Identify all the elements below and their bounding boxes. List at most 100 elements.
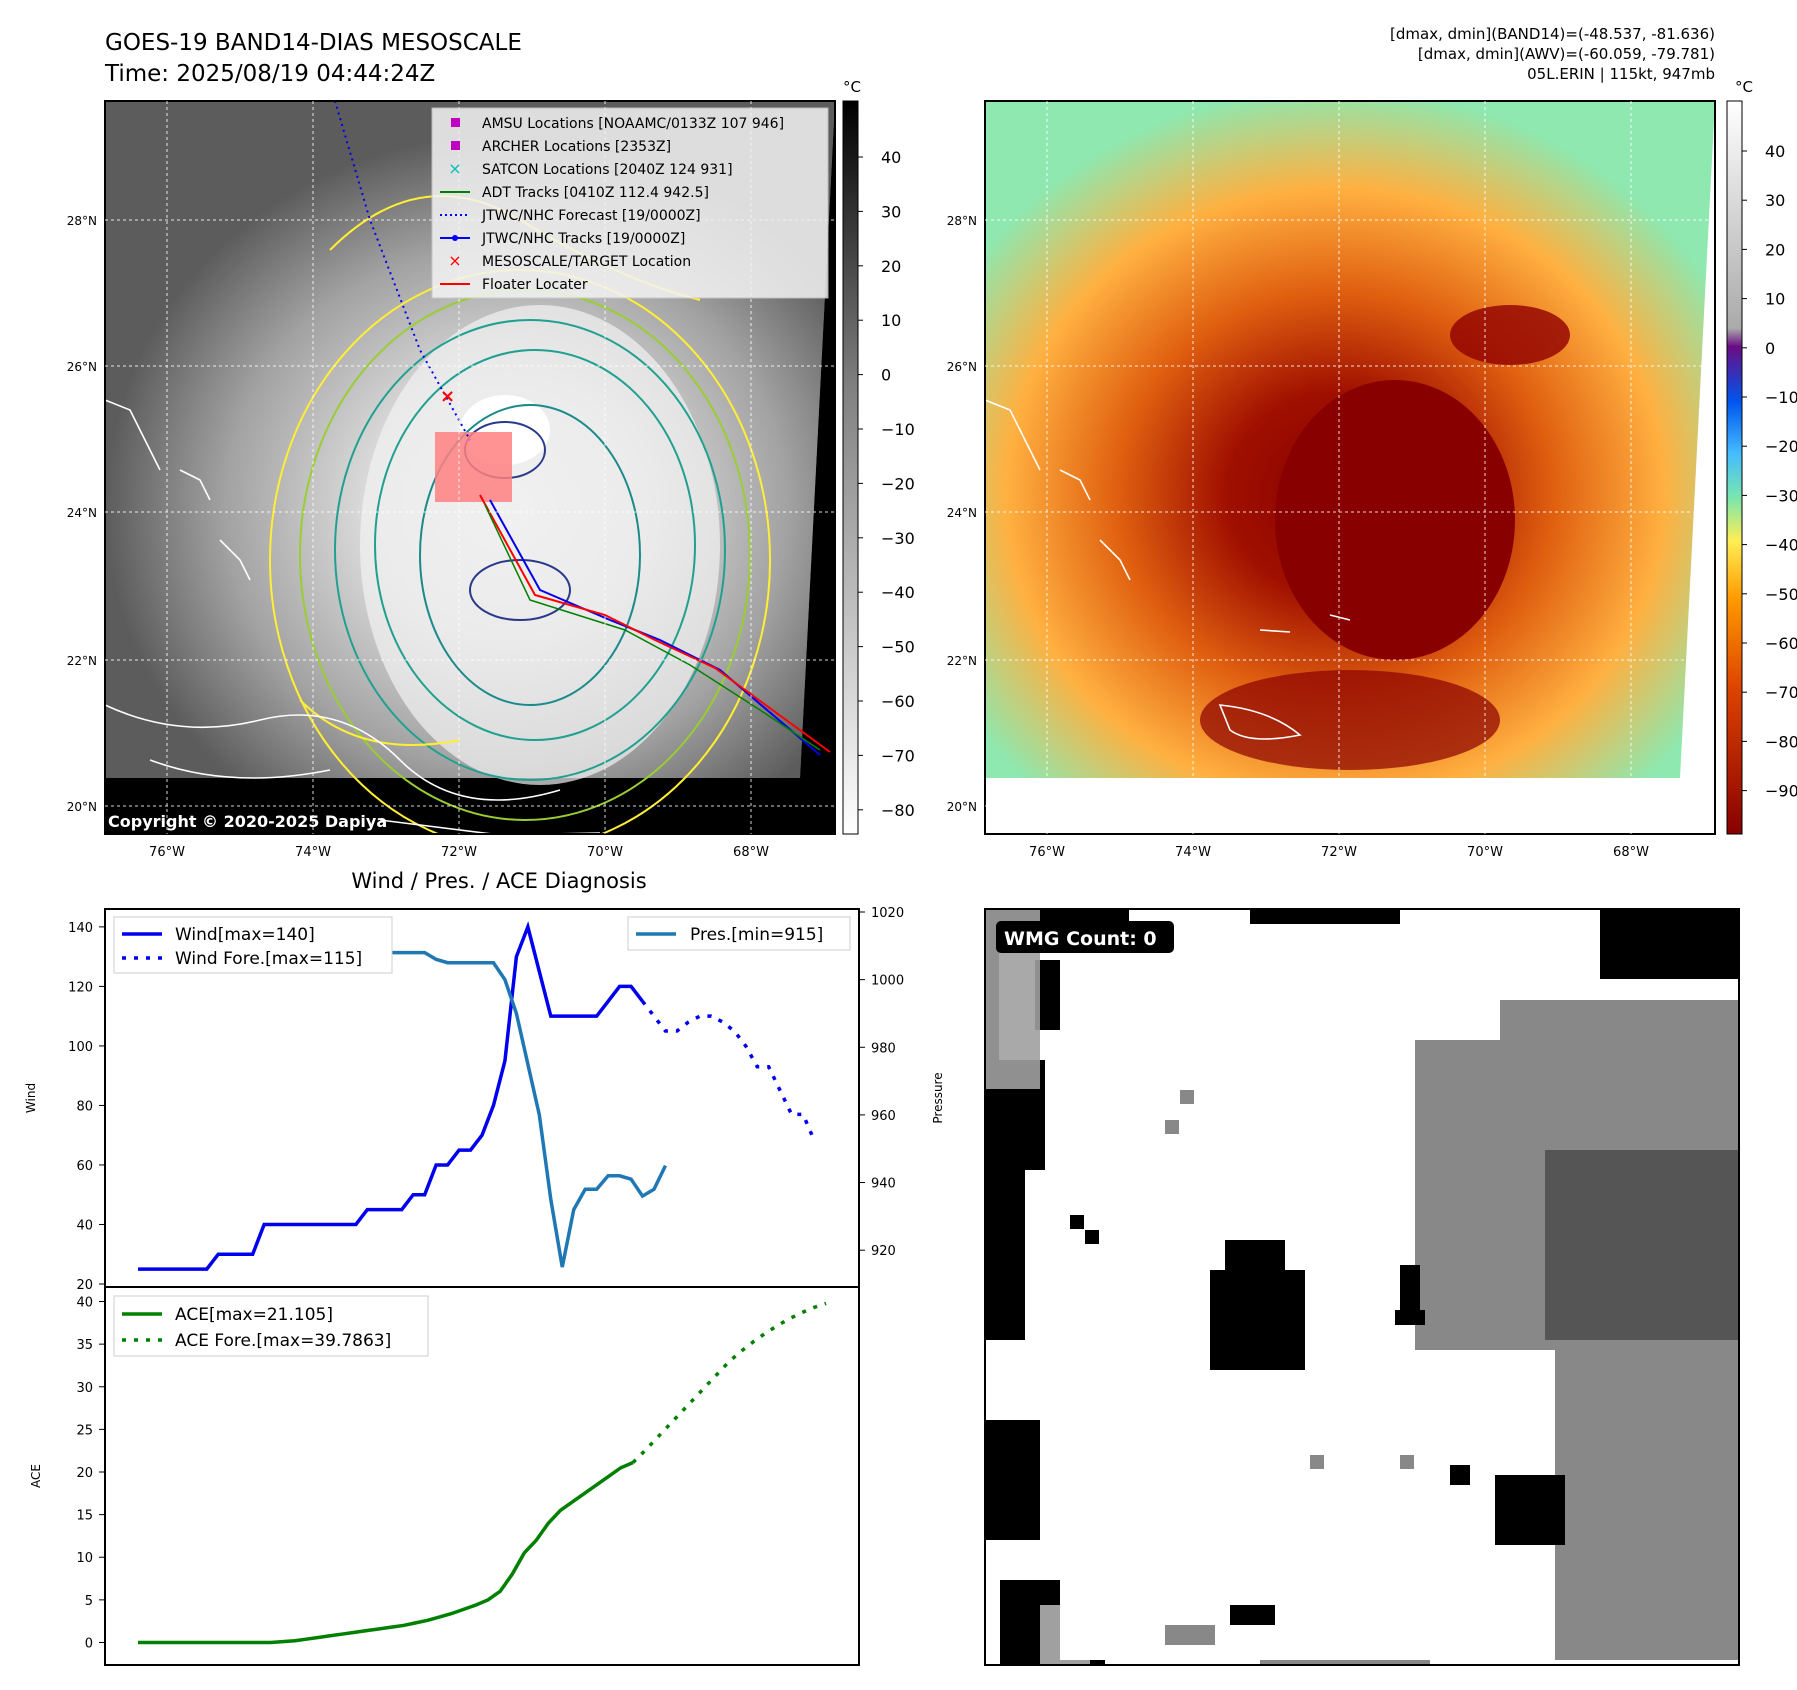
wind-axis-tick-label: 100 <box>68 1040 93 1055</box>
colorbar-tick-label: −20 <box>1765 437 1797 456</box>
lat-tick-label: 20°N <box>947 800 977 814</box>
ace-series-line-1 <box>631 1301 827 1464</box>
colorbar-tick-label: 10 <box>881 311 901 330</box>
colorbar-tick-label: 0 <box>1765 339 1775 358</box>
legend-label: SATCON Locations [2040Z 124 931] <box>482 162 733 178</box>
colorbar-tick-label: −40 <box>1765 536 1797 555</box>
wind-axis-tick-label: 20 <box>76 1278 93 1293</box>
wind-axis-label: Wind <box>24 1083 38 1113</box>
colorbar-tick-label: −70 <box>1765 683 1797 702</box>
lon-tick-label: 72°W <box>1321 845 1357 860</box>
svg-text:×: × <box>440 386 455 407</box>
lat-tick-label: 26°N <box>947 360 977 374</box>
map-legend: AMSU Locations [NOAAMC/0133Z 107 946] ARC… <box>431 107 829 299</box>
wind-legend: Wind[max=140] Wind Fore.[max=115] <box>113 916 393 974</box>
ace-axis-tick-label: 40 <box>76 1296 93 1311</box>
figure-title: GOES-19 BAND14-DIAS MESOSCALE <box>105 30 522 56</box>
colorbar-tick-label: 10 <box>1765 290 1785 309</box>
wind-axis-tick-label: 40 <box>76 1218 93 1233</box>
ace-axis-tick-label: 5 <box>85 1594 93 1609</box>
lat-tick-label: 24°N <box>67 506 97 520</box>
legend-marker-dot <box>452 235 458 241</box>
pressure-axis-tick-label: 1000 <box>871 974 904 989</box>
copyright-label: Copyright © 2020-2025 Dapiya <box>108 812 387 831</box>
lat-tick-label: 26°N <box>67 360 97 374</box>
lon-tick-label: 68°W <box>1613 845 1649 860</box>
wind-axis-tick-label: 120 <box>68 980 93 995</box>
pressure-axis-tick-label: 960 <box>871 1109 896 1124</box>
ace-chart: 0 5 10 15 20 25 30 35 40 ACE ACE[max=21.105] ACE Fo… <box>29 1286 860 1666</box>
ace-legend: ACE[max=21.105] ACE Fore.[max=39.7863] <box>113 1295 429 1357</box>
wind-axis-tick-label: 80 <box>76 1099 93 1114</box>
colorbar-tick-label: 20 <box>881 257 901 276</box>
ace-series-line-0 <box>138 1460 634 1645</box>
legend-entry: × SATCON Locations [2040Z 124 931] <box>448 159 732 178</box>
pressure-axis-tick-label: 940 <box>871 1177 896 1192</box>
lat-tick-label: 20°N <box>67 800 97 814</box>
wind-legend-label: Wind Fore.[max=115] <box>175 949 362 969</box>
figure-time: Time: 2025/08/19 04:44:24Z <box>104 61 435 87</box>
colorbar-ir: °C 40 30 20 10 0 −10 −20 −30 −40 −50 −60 −70 −80 <box>842 78 915 835</box>
colorbar-tick-label: 0 <box>881 366 891 385</box>
pressure-axis-tick-label: 1020 <box>871 906 904 921</box>
colorbar-ir-unit: °C <box>843 78 861 96</box>
legend-entry: AMSU Locations [NOAAMC/0133Z 107 946] <box>451 116 784 132</box>
ace-axis-tick-label: 10 <box>76 1551 93 1566</box>
legend-label: JTWC/NHC Tracks [19/0000Z] <box>481 231 685 247</box>
legend-label: ADT Tracks [0410Z 112.4 942.5] <box>482 185 709 201</box>
wmg-panel: WMG Count: 0 <box>984 908 1740 1666</box>
colorbar-awv: °C 40 30 20 10 0 −10 −20 −30 −40 −50 −60 −70 −80 −90 <box>1726 78 1797 835</box>
ace-axis-tick-label: 25 <box>76 1423 93 1438</box>
lon-tick-label: 76°W <box>1029 845 1065 860</box>
colorbar-tick-label: −40 <box>881 583 915 602</box>
ace-axis-tick-label: 20 <box>76 1466 93 1481</box>
legend-marker: × <box>448 251 461 270</box>
colorbar-tick-label: −60 <box>881 692 915 711</box>
info-line-3: 05L.ERIN | 115kt, 947mb <box>1527 65 1715 83</box>
legend-entry: JTWC/NHC Tracks [19/0000Z] <box>440 231 685 247</box>
colorbar-tick-label: −10 <box>1765 388 1797 407</box>
legend-marker <box>451 118 460 127</box>
ace-axis-tick-label: 35 <box>76 1338 93 1353</box>
ace-axis-label: ACE <box>29 1464 43 1488</box>
lon-tick-label: 68°W <box>733 845 769 860</box>
info-line-2: [dmax, dmin](AWV)=(-60.059, -79.781) <box>1418 45 1715 63</box>
wind-legend-box <box>113 916 393 974</box>
pressure-axis-tick-label: 920 <box>871 1244 896 1259</box>
colorbar-tick-label: 40 <box>1765 142 1785 161</box>
lon-tick-label: 70°W <box>1467 845 1503 860</box>
colorbar-tick-label: −50 <box>1765 585 1797 604</box>
legend-entry: JTWC/NHC Forecast [19/0000Z] <box>440 208 701 224</box>
ace-legend-label: ACE[max=21.105] <box>175 1305 333 1325</box>
pressure-axis-tick-label: 980 <box>871 1041 896 1056</box>
colorbar-tick-label: −60 <box>1765 634 1797 653</box>
legend-marker <box>451 141 460 150</box>
colorbar-tick-label: −20 <box>881 474 915 493</box>
lat-tick-label: 22°N <box>67 654 97 668</box>
colorbar-tick-label: 20 <box>1765 240 1785 259</box>
lon-tick-label: 74°W <box>295 845 331 860</box>
colorbar-awv-unit: °C <box>1735 78 1753 96</box>
colorbar-tick-label: 30 <box>1765 191 1785 210</box>
colorbar-tick-label: −50 <box>881 638 915 657</box>
colorbar-tick-label: −30 <box>1765 486 1797 505</box>
colorbar-tick-label: −30 <box>881 529 915 548</box>
lon-tick-label: 76°W <box>149 845 185 860</box>
ace-axis-tick-label: 15 <box>76 1509 93 1524</box>
series-line-0 <box>138 921 644 1271</box>
legend-entry: ADT Tracks [0410Z 112.4 942.5] <box>440 185 709 201</box>
colorbar-tick-label: −80 <box>1765 732 1797 751</box>
diag-title: Wind / Pres. / ACE Diagnosis <box>351 869 646 893</box>
legend-label: Floater Locater <box>482 277 588 293</box>
legend-entry: ARCHER Locations [2353Z] <box>451 139 671 155</box>
ace-legend-label: ACE Fore.[max=39.7863] <box>175 1331 391 1351</box>
ace-legend-box <box>113 1295 429 1357</box>
colorbar-tick-label: 40 <box>881 148 901 167</box>
wind-legend-label: Wind[max=140] <box>175 925 315 945</box>
lat-tick-label: 24°N <box>947 506 977 520</box>
legend-entry: Floater Locater <box>440 277 588 293</box>
lon-tick-label: 70°W <box>587 845 623 860</box>
legend-marker: × <box>448 159 461 178</box>
legend-label: JTWC/NHC Forecast [19/0000Z] <box>481 208 701 224</box>
